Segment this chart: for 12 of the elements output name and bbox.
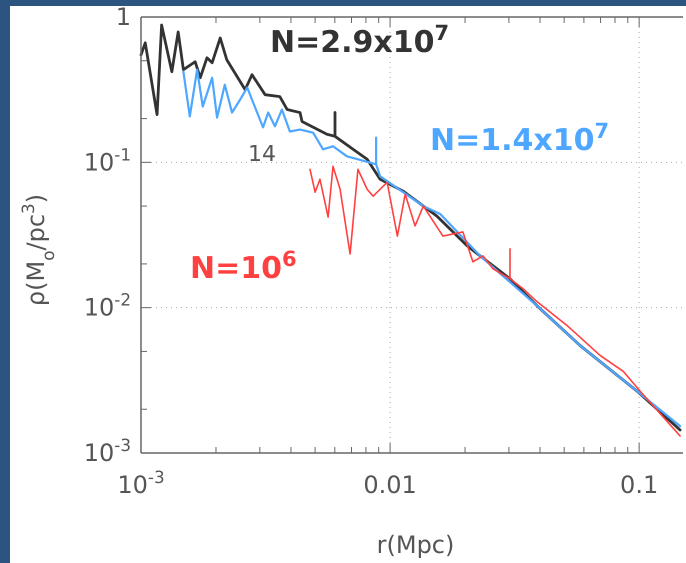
y-tick-label: 10$^{-3}$	[84, 435, 131, 467]
annotation: 14	[248, 142, 276, 167]
series-label: N=1.4x10$^{7}$	[430, 119, 610, 158]
y-tick-label: 1	[116, 3, 131, 31]
x-tick-label: 0.1	[620, 471, 658, 499]
x-tick-label: 10$^{-3}$	[117, 467, 165, 499]
series-label: N=10$^{6}$	[190, 247, 297, 286]
y-tick-label: 10$^{-1}$	[84, 144, 131, 176]
x-axis-title: r(Mpc)	[376, 531, 454, 559]
series-label: N=2.9x10$^{7}$	[270, 21, 450, 60]
x-tick-label: 0.01	[363, 471, 417, 499]
y-tick-label: 10$^{-2}$	[84, 290, 131, 322]
